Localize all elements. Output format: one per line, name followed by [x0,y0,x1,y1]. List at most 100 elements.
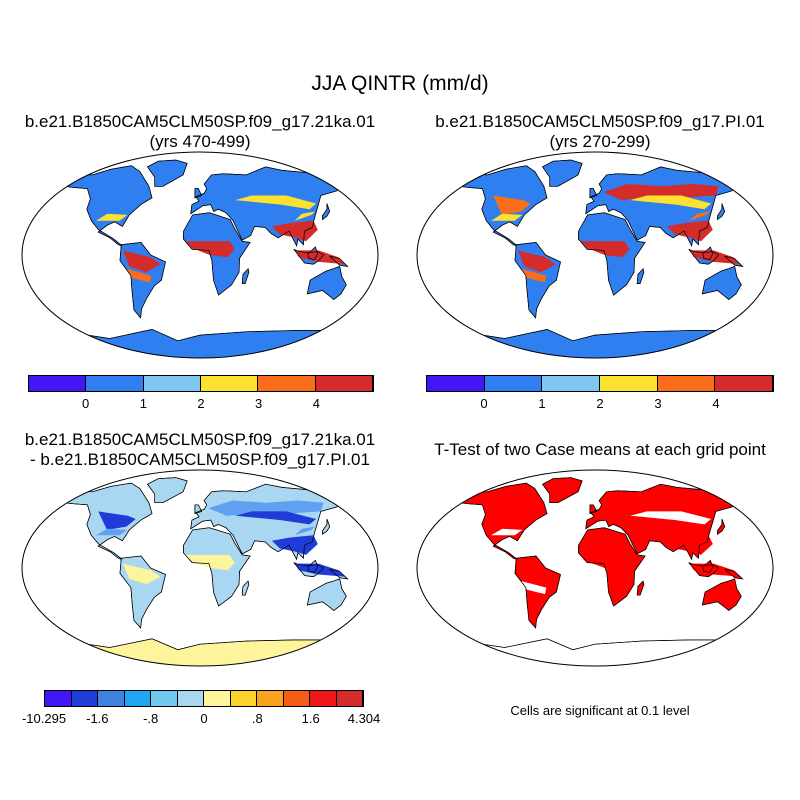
boreal_edge-region [630,195,712,210]
colorbar-label: 1 [538,396,546,411]
panel-title-line1: b.e21.B1850CAM5CLM50SP.f09_g17.21ka.01 [24,430,376,449]
panel-title-line1: b.e21.B1850CAM5CLM50SP.f09_g17.PI.01 [435,112,765,131]
colorbar-box [29,376,87,391]
colorbar-box [427,376,485,391]
borneo-coastline [702,246,714,260]
colorbar-label: 2 [596,396,604,411]
madagascar-coastline [241,580,250,596]
tropics-region [185,241,235,258]
tropics-region [122,563,161,585]
borneo-coastline [702,559,714,573]
antarctica-coastline [56,638,344,666]
colorbar-label: .8 [251,711,263,726]
n_america-region [493,195,531,215]
panel-title-bottom-right: T-Test of two Case means at each grid po… [400,440,800,460]
borneo-coastline [307,559,319,573]
eurasia-coastline [190,483,346,561]
monsoon_edge-region [689,526,710,536]
newguinea-coastline [724,255,744,267]
map-border [21,469,379,667]
n_america_edge-region [96,528,128,536]
australia-coastline [306,578,347,611]
colorbar-label: -1.6 [86,711,109,726]
australia-coastline [701,578,742,611]
colorbar-label: 2 [197,396,205,411]
map-border [416,151,774,359]
boreal-region [208,500,324,516]
n_america-region [98,195,136,215]
boreal_edge-region [235,195,317,210]
madagascar-coastline [636,267,645,284]
colorbar-box [86,376,144,391]
panel-title-line2: (yrs 470-499) [149,132,251,151]
colorbar-label: 4 [312,396,320,411]
newguinea-coastline [329,255,349,267]
boreal_edge-region [630,511,712,525]
boreal-region [603,184,719,201]
tropics_edge-region [521,268,547,283]
colorbar-box [71,691,98,706]
indonesia-coastline [293,562,325,578]
eurasia-coastline [585,166,741,247]
tropics-region [517,563,556,585]
map-difference [21,469,379,667]
n_america_edge-region [96,213,128,221]
n_america-coastline [458,482,548,560]
indonesia-coastline [688,248,720,265]
australia-coastline [306,265,347,301]
n_america-region [98,511,136,530]
colorbar-label: 3 [654,396,662,411]
colorbar-box [283,691,310,706]
colorbar-difference: -10.295 -1.6 -.8 0 .8 1.6 4.304 [22,690,380,730]
n_america-coastline [63,482,153,560]
uk-coastline [194,188,203,199]
colorbar-top-left: 0 1 2 3 4 [28,375,374,415]
s_america-coastline [514,555,561,629]
newguinea-coastline [329,568,349,580]
antarctica-coastline [451,638,739,666]
map-border [21,151,379,359]
boreal_edge-region [235,511,317,525]
monsoon_edge-region [294,211,315,221]
n_america-coastline [63,165,153,247]
panel-title-bottom-left: b.e21.B1850CAM5CLM50SP.f09_g17.21ka.01 -… [0,430,400,470]
uk-coastline [589,504,598,515]
colorbar-label: -10.295 [21,711,67,726]
japan-coastline [321,203,331,221]
colorbar-label: -.8 [143,711,159,726]
n_america_edge-region [491,213,523,221]
tropics-region [517,250,556,273]
colorbar-box [258,376,316,391]
map-pi-qintr [416,151,774,359]
colorbar-box [484,376,543,391]
colorbar-label: 3 [255,396,263,411]
colorbar-box [715,376,774,391]
s_america-coastline [119,242,166,319]
colorbar-label: 0 [480,396,488,411]
madagascar-coastline [241,267,250,284]
africa-coastline [578,527,646,607]
uk-coastline [194,504,203,515]
uk-coastline [589,188,598,199]
s_america-coastline [119,555,166,629]
japan-coastline [321,518,331,535]
panel-title-line1: T-Test of two Case means at each grid po… [434,440,766,459]
colorbar-box [336,691,363,706]
panel-title-top-right: b.e21.B1850CAM5CLM50SP.f09_g17.PI.01 (yr… [400,112,800,152]
boreal-region [208,184,324,201]
greenland-coastline [146,477,188,504]
monsoon-region [666,220,713,242]
colorbar-top-right: 0 1 2 3 4 [426,375,774,415]
colorbar-box [542,376,601,391]
greenland-coastline [541,477,583,504]
colorbar-box [310,691,337,706]
colorbar-box [45,691,72,706]
s_america-coastline [514,242,561,319]
monsoon_edge-region [689,211,710,221]
main-title: JJA QINTR (mm/d) [311,72,489,95]
monsoon-region [271,535,318,555]
map-border [416,469,774,667]
colorbar-box [177,691,204,706]
colorbar-label: 1.6 [301,711,320,726]
significance-note: Cells are significant at 0.1 level [510,703,690,718]
